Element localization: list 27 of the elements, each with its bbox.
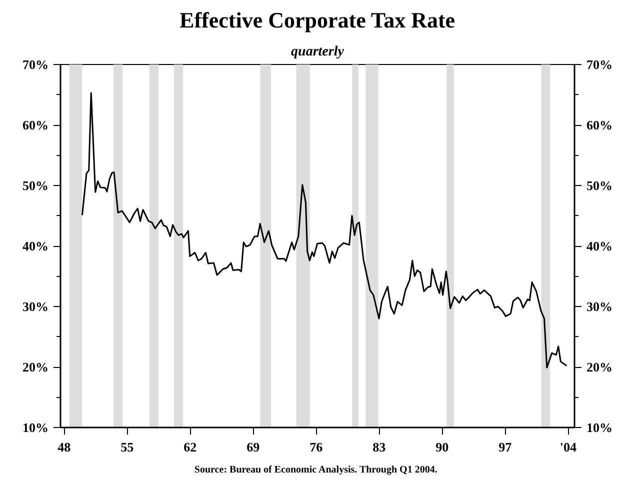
x-tick-label: 90 xyxy=(436,440,449,454)
y-tick-label: 30% xyxy=(22,299,48,314)
x-tick-label: '04 xyxy=(560,440,578,454)
y2-tick-label: 10% xyxy=(586,420,612,435)
y-tick-label: 50% xyxy=(22,178,48,193)
y2-tick-label: 40% xyxy=(586,238,612,254)
x-tick-label: 83 xyxy=(372,440,386,454)
y2-tick-label: 20% xyxy=(586,360,612,374)
chart-subtitle: quarterly xyxy=(291,44,345,60)
x-tick-label: 55 xyxy=(120,440,134,454)
source-note: Source: Bureau of Economic Analysis. Through Q1 2004. xyxy=(194,464,438,476)
y2-tick-label: 50% xyxy=(586,178,612,193)
y-tick-label: 60% xyxy=(22,118,48,132)
x-tick-label: 76 xyxy=(310,440,324,454)
chart-title: Effective Corporate Tax Rate xyxy=(180,8,456,32)
x-tick-label: 62 xyxy=(184,440,197,454)
y-tick-label: 20% xyxy=(22,360,48,374)
line-series xyxy=(81,92,568,368)
y-tick-label: 70% xyxy=(22,57,48,72)
y-tick-label: 40% xyxy=(22,238,48,254)
x-tick-label: 97 xyxy=(498,440,512,454)
y2-tick-label: 30% xyxy=(586,299,612,314)
x-tick-label: 48 xyxy=(58,440,72,454)
x-tick-label: 69 xyxy=(246,440,260,454)
y-tick-label: 10% xyxy=(22,420,48,435)
y2-tick-label: 60% xyxy=(586,118,612,132)
y2-tick-label: 70% xyxy=(586,57,612,72)
